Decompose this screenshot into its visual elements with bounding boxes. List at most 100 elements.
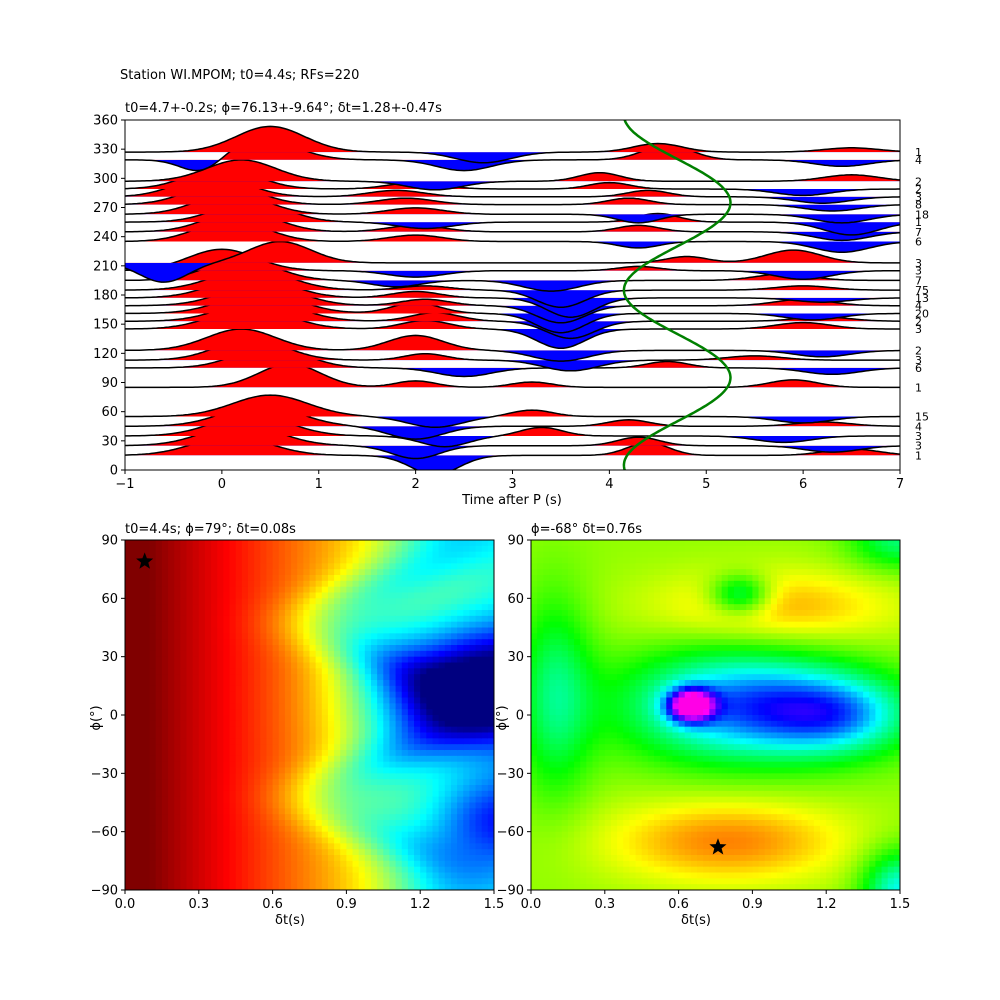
right-map-cell: [635, 650, 643, 658]
left-map-cell: [364, 814, 372, 821]
left-map-cell: [217, 779, 224, 786]
left-map-cell: [266, 744, 274, 751]
left-map-cell: [217, 738, 224, 745]
left-map-cell: [371, 580, 378, 588]
right-map-cell: [641, 732, 649, 739]
right-map-cell: [617, 703, 624, 710]
right-map-cell: [598, 738, 606, 745]
left-map-cell: [377, 785, 384, 792]
right-map-cell: [531, 755, 538, 763]
left-map-cell: [198, 621, 206, 629]
left-map-cell: [309, 790, 317, 798]
right-map-cell: [531, 855, 538, 862]
left-map-cell: [463, 808, 470, 815]
left-map-cell: [444, 645, 452, 652]
left-map-cell: [217, 750, 224, 757]
left-map-cell: [407, 808, 415, 815]
left-map-cell: [475, 790, 483, 798]
left-map-cell: [315, 545, 323, 553]
left-map-cell: [407, 691, 415, 699]
right-map-cell: [641, 674, 649, 681]
left-map-cell: [260, 639, 268, 646]
left-map-cell: [211, 884, 218, 890]
right-map-cell: [549, 592, 557, 599]
left-map-cell: [389, 855, 397, 862]
right-map-cell: [592, 551, 600, 559]
left-map-cell: [377, 866, 384, 874]
left-map-cell: [125, 843, 132, 850]
left-map-cell: [217, 674, 224, 681]
left-map-cell: [309, 645, 317, 652]
right-map-cell: [598, 545, 606, 553]
left-map-cell: [131, 837, 138, 844]
left-map-cell: [168, 621, 175, 629]
left-map-cell: [389, 645, 397, 652]
left-map-cell: [469, 662, 477, 669]
left-map-cell: [457, 557, 464, 564]
right-map-cell: [537, 668, 544, 675]
left-map-cell: [186, 615, 194, 623]
left-map-cell: [198, 662, 206, 669]
left-map-cell: [469, 761, 477, 769]
left-map-cell: [469, 580, 477, 588]
left-map-cell: [309, 697, 317, 704]
left-map-cell: [254, 580, 261, 588]
left-map-cell: [469, 674, 477, 681]
left-map-cell: [426, 656, 434, 664]
left-map-cell: [407, 551, 415, 559]
left-map-cell: [272, 639, 280, 646]
rf-traces: [125, 125, 900, 470]
left-map-cell: [198, 732, 206, 739]
left-map-cell: [125, 825, 132, 833]
left-map-cell: [364, 592, 372, 599]
energy-map-right-panel: ϕ=-68° δt=0.76s 0.0 0.3 0.6 0.9 1.2 1.5 −90−6…: [495, 522, 910, 928]
left-map-cell: [180, 656, 188, 664]
right-map-cell: [549, 650, 557, 658]
right-map-cell: [610, 545, 618, 553]
right-map-cell: [561, 540, 569, 547]
left-map-cell: [278, 627, 286, 634]
left-map-cell: [377, 750, 384, 757]
left-map-cell: [340, 790, 347, 798]
right-map-cell: [567, 691, 575, 699]
right-map-cell: [592, 837, 600, 844]
left-map-cell: [401, 656, 409, 664]
left-map-cell: [346, 563, 354, 570]
left-map-cell: [420, 790, 427, 798]
rf-trace-count: 3: [915, 430, 922, 443]
right-map-cell: [531, 674, 538, 681]
left-map-cell: [432, 744, 440, 751]
left-map-cell: [364, 720, 372, 728]
right-map-cell: [604, 662, 612, 669]
right-map-cell: [635, 726, 643, 734]
left-map-cell: [414, 814, 421, 821]
left-map-cell: [284, 540, 292, 547]
left-map-cell: [168, 750, 175, 757]
left-map-cell: [272, 814, 280, 821]
right-map-cell: [641, 691, 649, 699]
left-map-cell: [321, 726, 329, 734]
left-map-cell: [278, 720, 286, 728]
left-map-cell: [469, 720, 477, 728]
left-map-cell: [432, 837, 440, 844]
left-map-cell: [457, 545, 464, 553]
left-map-best-fit-star: [136, 552, 154, 569]
left-map-cell: [266, 545, 274, 553]
left-map-cell: [161, 551, 169, 559]
left-map-cell: [260, 604, 268, 611]
left-map-cell: [235, 831, 243, 839]
left-map-cell: [352, 680, 360, 687]
right-map-cell: [635, 814, 643, 821]
left-map-cell: [469, 604, 477, 611]
left-map-cell: [414, 767, 421, 774]
left-map-cell: [223, 610, 231, 617]
left-map-cell: [155, 709, 163, 716]
left-map-cell: [254, 586, 261, 594]
left-map-cell: [204, 685, 212, 693]
left-map-cell: [174, 831, 181, 839]
right-map-cell: [623, 767, 630, 774]
left-map-cell: [278, 866, 286, 874]
right-map-cell: [543, 639, 551, 646]
left-map-cell: [371, 551, 378, 559]
left-map-cell: [161, 674, 169, 681]
